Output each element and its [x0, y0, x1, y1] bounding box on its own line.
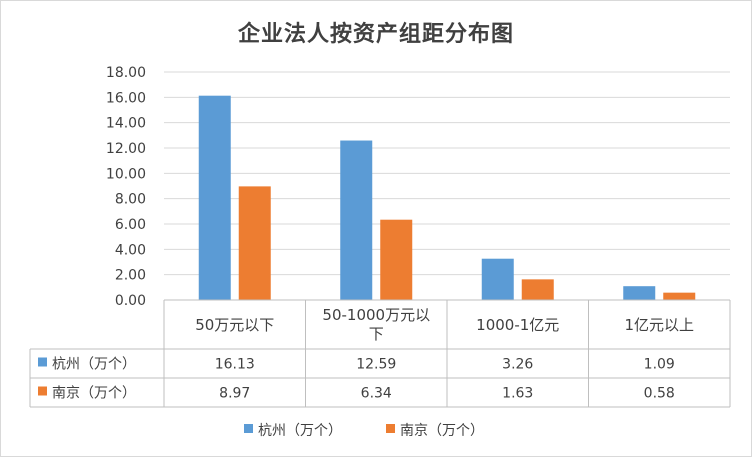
y-tick-label: 16.00	[106, 90, 146, 106]
table-value-label: 1.09	[644, 357, 675, 373]
legend-swatch	[244, 424, 253, 433]
bar	[623, 286, 656, 300]
x-category-label: 50-1000万元以下	[322, 306, 430, 343]
table-value-label: 12.59	[356, 357, 396, 373]
x-category-label: 50万元以下	[195, 316, 274, 334]
x-category-label-line: 50-1000万元以	[322, 306, 430, 324]
bar	[521, 279, 554, 300]
chart-title: 企业法人按资产组距分布图	[237, 22, 514, 47]
bar	[238, 186, 271, 300]
table-legend-key	[38, 386, 47, 396]
bar	[481, 258, 514, 300]
y-tick-label: 0.00	[115, 293, 146, 309]
table-value-label: 3.26	[502, 357, 533, 373]
x-category-label: 1000-1亿元	[476, 316, 559, 334]
x-category-label-line: 50万元以下	[195, 316, 274, 334]
y-tick-label: 10.00	[106, 166, 146, 182]
bar	[340, 140, 373, 300]
y-tick-label: 4.00	[115, 242, 146, 258]
legend-swatch	[386, 424, 395, 433]
y-tick-label: 2.00	[115, 268, 146, 284]
table-value-label: 0.58	[644, 386, 675, 402]
bar	[663, 292, 696, 300]
table-value-label: 8.97	[219, 386, 250, 402]
x-category-label-line: 下	[369, 325, 384, 343]
y-tick-label: 6.00	[115, 217, 146, 233]
table-series-label: 杭州（万个）	[52, 357, 136, 373]
y-tick-label: 14.00	[106, 116, 146, 132]
x-category-label-line: 1亿元以上	[624, 316, 694, 334]
x-category-label-line: 1000-1亿元	[476, 316, 559, 334]
table-series-label: 南京（万个）	[52, 386, 136, 402]
table-value-label: 16.13	[215, 357, 255, 373]
bar	[198, 95, 231, 300]
bar	[380, 219, 413, 300]
table-value-label: 6.34	[361, 386, 392, 402]
legend-label: 杭州（万个）	[258, 423, 342, 439]
table-value-label: 1.63	[502, 386, 533, 402]
table-legend-key	[38, 357, 47, 367]
legend-label: 南京（万个）	[400, 423, 484, 439]
x-category-label: 1亿元以上	[624, 316, 694, 334]
y-tick-label: 12.00	[106, 141, 146, 157]
y-tick-label: 18.00	[106, 65, 146, 81]
y-tick-label: 8.00	[115, 192, 146, 208]
